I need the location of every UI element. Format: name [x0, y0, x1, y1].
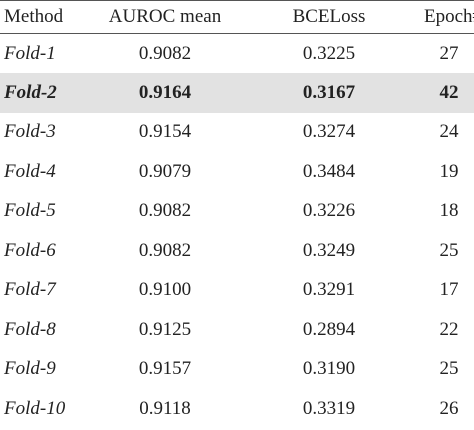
value-cell: 0.3167 — [302, 81, 356, 103]
table-row: Fold-8 0.9125 0.2894 22 — [0, 310, 474, 350]
value-cell: 42 — [439, 81, 459, 103]
table-row: Fold-3 0.9154 0.3274 24 — [0, 113, 474, 153]
value-cell: 0.9157 — [138, 358, 192, 380]
value-cell: 0.3291 — [302, 279, 356, 301]
value-cell: 22 — [439, 318, 459, 340]
value-cell: 0.9079 — [138, 160, 192, 182]
value-cell: 0.3274 — [302, 121, 356, 143]
table-row: Fold-5 0.9082 0.3226 18 — [0, 192, 474, 232]
value-cell: 26 — [439, 397, 459, 419]
method-cell: Fold-4 — [4, 160, 56, 182]
value-cell: 0.3226 — [302, 200, 356, 222]
method-cell: Fold-7 — [4, 279, 56, 301]
header-cell: Method — [4, 6, 64, 27]
value-cell: 24 — [439, 121, 459, 143]
method-cell: Fold-9 — [4, 358, 56, 380]
value-cell: 0.3190 — [302, 358, 356, 380]
table-row: Fold-7 0.9100 0.3291 17 — [0, 271, 474, 311]
value-cell: 0.9100 — [138, 279, 192, 301]
value-cell: 0.3319 — [302, 397, 356, 419]
value-cell: 0.3225 — [302, 42, 356, 64]
value-cell: 0.9164 — [138, 81, 192, 103]
method-cell: Fold-1 — [4, 42, 56, 64]
method-cell: Fold-2 — [4, 81, 57, 103]
value-cell: 0.3249 — [302, 239, 356, 261]
table-row: Fold-2 0.9164 0.3167 42 — [0, 73, 474, 113]
value-cell: 18 — [439, 200, 459, 222]
value-cell: 0.9154 — [138, 121, 192, 143]
table-row: Fold-10 0.9118 0.3319 26 — [0, 389, 474, 429]
header-cell: Epoch# — [424, 6, 474, 27]
value-cell: 25 — [439, 239, 459, 261]
table-body: Fold-1 0.9082 0.3225 27 Fold-2 0.9164 0.3167 42… — [0, 34, 474, 429]
value-cell: 17 — [439, 279, 459, 301]
table-row: Fold-4 0.9079 0.3484 19 — [0, 152, 474, 192]
value-cell: 25 — [439, 358, 459, 380]
method-cell: Fold-10 — [4, 397, 66, 419]
value-cell: 0.2894 — [302, 318, 356, 340]
method-cell: Fold-3 — [4, 121, 56, 143]
table-header: Method AUROC mean BCELoss Epoch# — [0, 0, 474, 34]
value-cell: 0.9125 — [138, 318, 192, 340]
header-cell: BCELoss — [292, 6, 366, 27]
method-cell: Fold-6 — [4, 239, 56, 261]
method-cell: Fold-8 — [4, 318, 56, 340]
header-row: Method AUROC mean BCELoss Epoch# — [0, 0, 474, 34]
value-cell: 0.9118 — [139, 397, 191, 419]
value-cell: 19 — [439, 160, 459, 182]
value-cell: 0.3484 — [302, 160, 356, 182]
method-cell: Fold-5 — [4, 200, 56, 222]
table-row: Fold-6 0.9082 0.3249 25 — [0, 231, 474, 271]
value-cell: 0.9082 — [138, 42, 192, 64]
value-cell: 0.9082 — [138, 200, 192, 222]
table-row: Fold-1 0.9082 0.3225 27 — [0, 34, 474, 74]
value-cell: 27 — [439, 42, 459, 64]
header-cell: AUROC mean — [108, 6, 222, 27]
table-row: Fold-9 0.9157 0.3190 25 — [0, 350, 474, 390]
value-cell: 0.9082 — [138, 239, 192, 261]
